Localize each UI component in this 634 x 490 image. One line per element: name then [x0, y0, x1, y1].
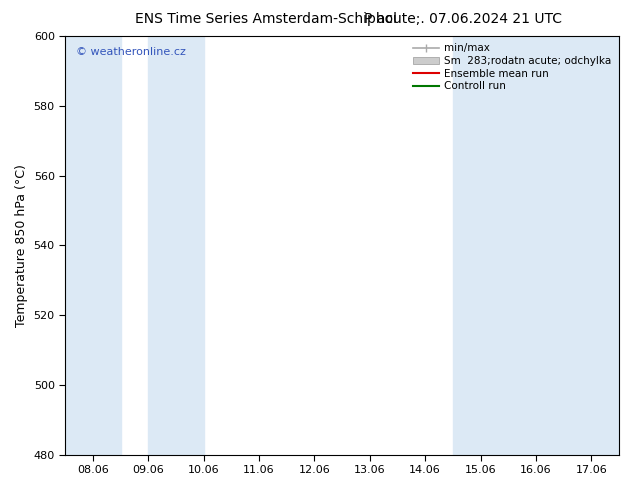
Text: © weatheronline.cz: © weatheronline.cz: [76, 47, 186, 57]
Y-axis label: Temperature 850 hPa (°C): Temperature 850 hPa (°C): [15, 164, 28, 327]
Text: P acute;. 07.06.2024 21 UTC: P acute;. 07.06.2024 21 UTC: [364, 12, 562, 26]
Bar: [65, 36, 120, 455]
Legend: min/max, Sm  283;rodatn acute; odchylka, Ensemble mean run, Controll run: min/max, Sm 283;rodatn acute; odchylka, …: [411, 41, 614, 93]
Bar: [564, 36, 619, 455]
Bar: [148, 36, 204, 455]
Bar: [453, 36, 508, 455]
Text: ENS Time Series Amsterdam-Schiphol: ENS Time Series Amsterdam-Schiphol: [135, 12, 398, 26]
Bar: [508, 36, 564, 455]
